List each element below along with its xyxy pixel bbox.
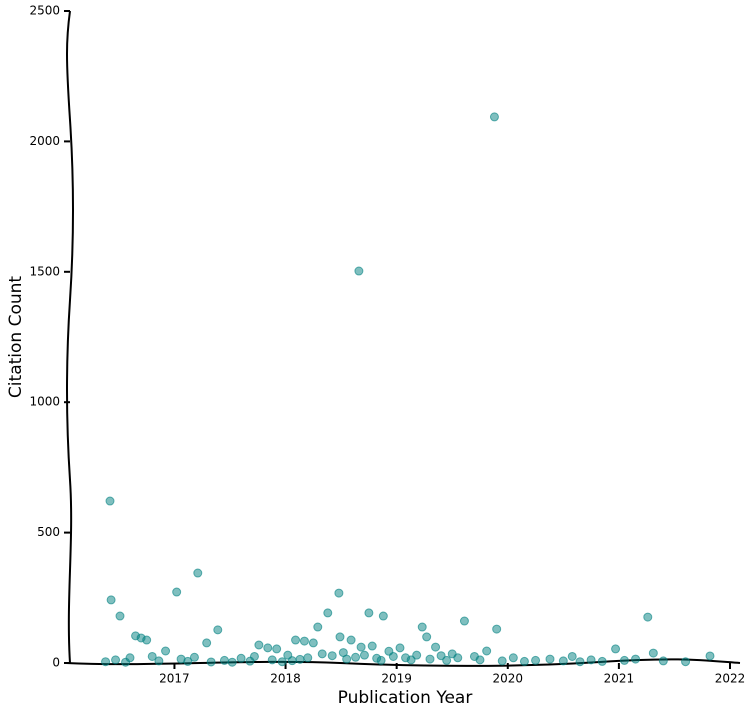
point [189, 652, 199, 662]
point [299, 636, 309, 646]
point [351, 652, 361, 662]
x-tick-label: 2020 [493, 672, 524, 686]
point [291, 635, 301, 645]
point [313, 622, 323, 632]
y-axis [66, 10, 74, 664]
point [388, 651, 398, 661]
point [631, 654, 641, 664]
point [295, 654, 305, 664]
point [658, 656, 668, 666]
point [154, 656, 164, 666]
x-tick-label: 2022 [715, 672, 746, 686]
y-tick-label: 0 [52, 656, 60, 670]
point [395, 643, 405, 653]
point [277, 657, 287, 667]
x-tick-label: 2021 [604, 672, 635, 686]
point [364, 608, 374, 618]
point [287, 656, 297, 666]
point [254, 640, 264, 650]
point [681, 657, 691, 667]
point [431, 642, 441, 652]
point [643, 612, 653, 622]
point [425, 654, 435, 664]
point [422, 632, 432, 642]
point [586, 655, 596, 665]
x-tick-label: 2017 [159, 672, 190, 686]
point [303, 653, 313, 663]
point [417, 622, 427, 632]
point [263, 643, 273, 653]
point [531, 655, 541, 665]
point [497, 656, 507, 666]
point [459, 616, 469, 626]
point [575, 657, 585, 667]
point [342, 654, 352, 664]
point [442, 655, 452, 665]
point [106, 595, 116, 605]
point [378, 611, 388, 621]
point [508, 653, 518, 663]
point [206, 657, 216, 667]
point [161, 646, 171, 656]
point [376, 655, 386, 665]
y-axis-title: Citation Count [6, 276, 26, 398]
y-tick-label: 1000 [29, 395, 60, 409]
point [356, 642, 366, 652]
point [193, 568, 203, 578]
point [249, 651, 259, 661]
point [412, 650, 422, 660]
point [335, 632, 345, 642]
point [111, 655, 121, 665]
point [172, 587, 182, 597]
point [334, 588, 344, 598]
y-tick-label: 500 [37, 525, 60, 539]
point [597, 656, 607, 666]
point [317, 649, 327, 659]
point [567, 651, 577, 661]
point [213, 625, 223, 635]
point [105, 496, 115, 506]
point [367, 641, 377, 651]
point [202, 638, 212, 648]
point [327, 651, 337, 661]
point [492, 624, 502, 634]
x-tick-label: 2018 [270, 672, 301, 686]
point [236, 653, 246, 663]
point [183, 656, 193, 666]
point [219, 655, 229, 665]
x-tick-label: 2019 [381, 672, 412, 686]
point [519, 656, 529, 666]
point [482, 646, 492, 656]
y-tick-label: 2500 [29, 4, 60, 18]
point [142, 635, 152, 645]
point [705, 651, 715, 661]
point [619, 655, 629, 665]
point [267, 655, 277, 665]
point [323, 608, 333, 618]
x-axis-title: Publication Year [338, 688, 473, 708]
point [489, 112, 499, 122]
point [125, 653, 135, 663]
y-tick-label: 1500 [29, 264, 60, 278]
point [453, 653, 463, 663]
y-tick-label: 2000 [29, 134, 60, 148]
point [558, 656, 568, 666]
point [545, 654, 555, 664]
point [272, 644, 282, 654]
point [475, 655, 485, 665]
point [354, 266, 364, 276]
point [227, 657, 237, 667]
point [346, 635, 356, 645]
point [611, 644, 621, 654]
point [147, 651, 157, 661]
point [308, 638, 318, 648]
point [648, 648, 658, 658]
point [101, 657, 111, 667]
point [359, 650, 369, 660]
point [115, 611, 125, 621]
